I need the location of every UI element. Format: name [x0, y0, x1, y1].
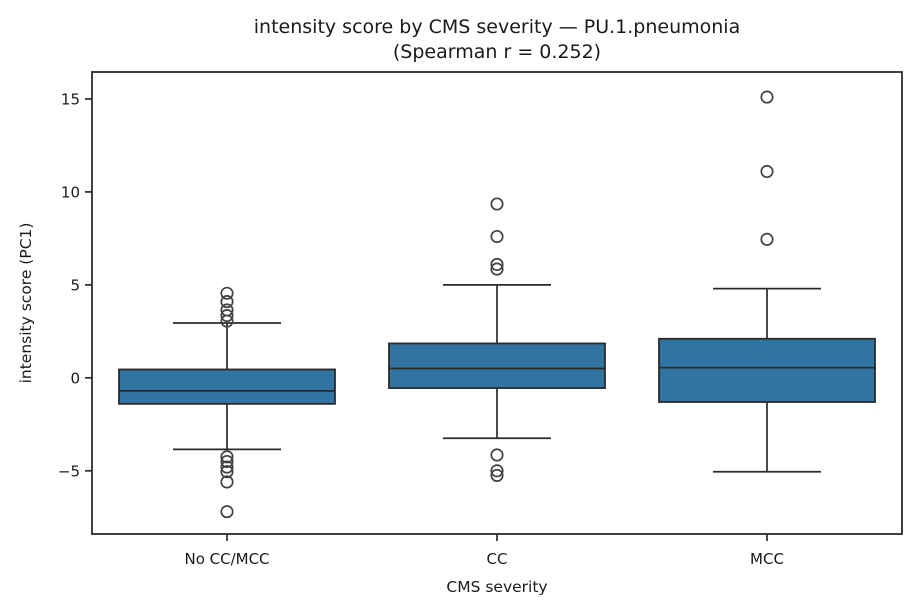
outlier-point — [220, 505, 234, 519]
iqr-box — [658, 337, 876, 403]
outlier-point — [220, 295, 234, 309]
outlier-point — [220, 454, 234, 469]
chart-title-line1: intensity score by CMS severity — PU.1.p… — [254, 16, 740, 38]
outlier-point — [490, 197, 504, 211]
iqr-box — [118, 368, 336, 405]
chart-title-line2: (Spearman r = 0.252) — [393, 41, 601, 63]
y-tick-label: −5 — [58, 462, 80, 480]
x-tick-label: CC — [487, 550, 508, 568]
y-tick-label: 5 — [70, 276, 80, 294]
outlier-point — [490, 464, 504, 478]
outlier-point — [760, 232, 774, 246]
outlier-point — [490, 262, 504, 276]
outlier-point — [220, 450, 234, 464]
outlier-point — [490, 448, 504, 462]
outlier-point — [760, 90, 774, 104]
x-tick-label: MCC — [750, 550, 784, 568]
x-axis-label: CMS severity — [446, 578, 547, 596]
outlier-point — [490, 468, 504, 482]
y-axis-label: intensity score (PC1) — [17, 223, 35, 384]
outlier-point — [220, 465, 234, 479]
outlier-point — [220, 475, 234, 489]
y-tick-label: 10 — [61, 183, 80, 201]
outlier-point — [760, 164, 774, 179]
y-tick-label: 15 — [61, 90, 80, 108]
outlier-point — [220, 460, 234, 474]
y-tick-label: 0 — [70, 369, 80, 387]
outlier-point — [490, 257, 504, 271]
outlier-point — [490, 229, 504, 244]
outlier-point — [220, 314, 234, 328]
outlier-point — [220, 308, 234, 323]
outlier-point — [220, 286, 234, 300]
x-tick-label: No CC/MCC — [184, 550, 269, 568]
iqr-box — [388, 342, 606, 389]
